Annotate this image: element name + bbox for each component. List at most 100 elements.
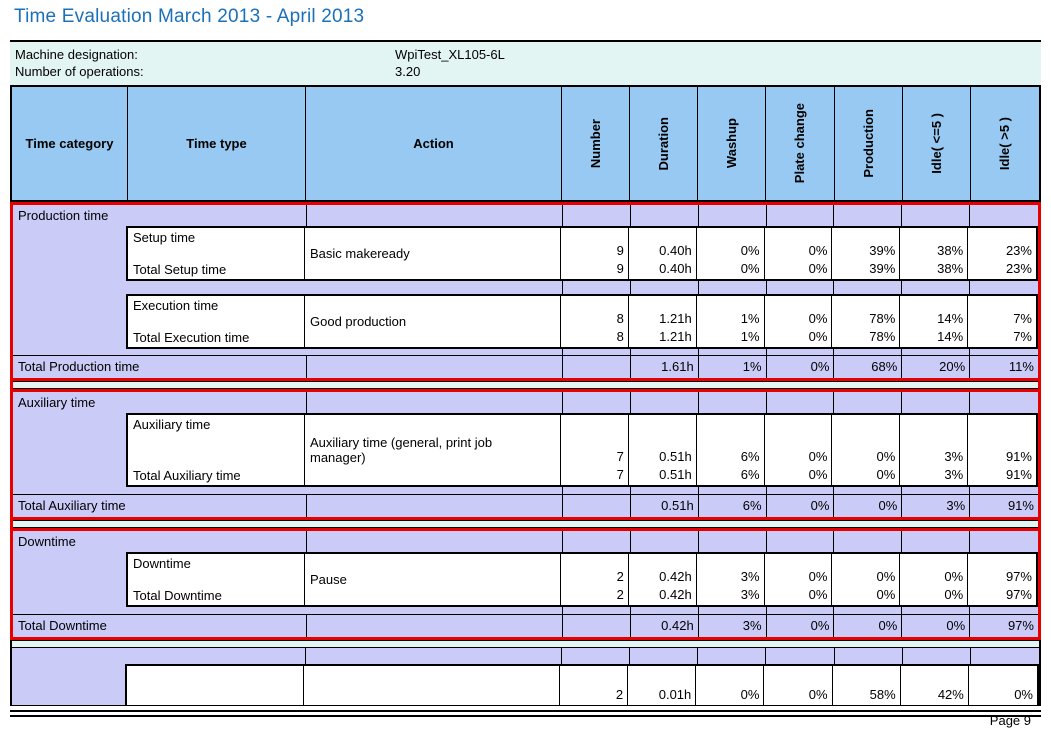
duration-cell: 0.01h <box>628 666 697 705</box>
value-cell: 0% <box>1014 687 1033 702</box>
empty-cell <box>699 487 767 494</box>
production-cell: 78% 78% <box>832 296 901 347</box>
value-cell: 97% <box>1005 587 1032 602</box>
value-cell: 0% <box>876 587 896 602</box>
empty-cell <box>970 487 1038 494</box>
empty-cell <box>306 648 562 664</box>
washup-cell: 3% 3% <box>697 554 765 605</box>
empty-cell <box>767 487 835 494</box>
empty-cell <box>970 281 1038 294</box>
header-washup: Washup <box>698 87 767 200</box>
empty-cell <box>834 607 903 614</box>
value-cell: 6% <box>740 467 760 482</box>
empty-cell <box>307 495 563 517</box>
empty-cell <box>835 648 903 664</box>
value-cell: 97% <box>1005 569 1032 584</box>
value-cell: 97% <box>1007 618 1034 633</box>
machine-info-row: Machine designation: WpiTest_XL105-6L <box>15 46 1041 63</box>
empty-cell <box>767 607 835 614</box>
value-cell: 0% <box>808 261 828 276</box>
action-cell: Pause <box>305 554 561 605</box>
value-cell: 0% <box>767 495 835 517</box>
value-cell: 1.61h <box>631 356 699 378</box>
empty-cell <box>307 356 563 378</box>
value-cell: 3% <box>699 615 767 637</box>
washup-cell: 0% <box>696 666 765 705</box>
time-type-total-label: Total Setup time <box>133 262 227 277</box>
value-cell: 1.21h <box>659 311 692 326</box>
empty-cell <box>563 531 631 552</box>
category-row: Downtime <box>13 531 1038 552</box>
execution-time-box: Execution time Total Execution time Good… <box>126 294 1038 349</box>
value-cell: 0% <box>876 449 896 464</box>
idle-gt5-cell: 0% <box>969 666 1037 705</box>
value-cell: 0% <box>808 687 828 702</box>
empty-cell <box>562 648 631 664</box>
value-cell: 0% <box>876 569 896 584</box>
category-row: Auxiliary time <box>13 392 1038 413</box>
header-idle-gt5: Idle( >5 ) <box>971 87 1039 200</box>
report-body: Machine designation: WpiTest_XL105-6L Nu… <box>10 40 1041 717</box>
value-cell: 20% <box>902 356 971 378</box>
empty-cell <box>307 392 563 413</box>
page-title: Time Evaluation March 2013 - April 2013 <box>14 6 365 27</box>
duration-cell: 0.40h 0.40h <box>629 228 697 279</box>
spacer-row <box>13 281 1038 294</box>
idle-le5-cell: 3% 3% <box>900 415 969 485</box>
value-cell: 0% <box>808 243 828 258</box>
value-cell: 23% <box>1005 243 1032 258</box>
time-type-cell <box>127 666 304 705</box>
value-cell: 2 <box>616 587 624 602</box>
value-cell: 23% <box>1005 261 1032 276</box>
header-time-type: Time type <box>128 87 306 200</box>
empty-cell <box>563 487 631 494</box>
action-cell: Basic makeready <box>305 228 561 279</box>
action-cell: Auxiliary time (general, print job manag… <box>305 415 561 485</box>
value-cell: 7% <box>1013 311 1032 326</box>
empty-cell <box>630 648 699 664</box>
empty-cell <box>834 531 903 552</box>
value-cell: 78% <box>869 311 896 326</box>
production-cell: 39% 39% <box>832 228 901 279</box>
category-row <box>12 648 1039 664</box>
value-cell: 0.42h <box>631 615 699 637</box>
value-cell: 91% <box>1007 498 1034 513</box>
value-cell: 2 <box>615 687 624 702</box>
header-time-category: Time category <box>12 87 128 200</box>
value-cell: 0.01h <box>658 687 692 702</box>
header-action: Action <box>306 87 562 200</box>
production-cell: 0% 0% <box>832 554 901 605</box>
duration-cell: 1.21h 1.21h <box>629 296 697 347</box>
empty-cell <box>903 648 971 664</box>
empty-cell <box>631 281 699 294</box>
setup-time-box: Setup time Total Setup time Basic makere… <box>126 226 1038 281</box>
empty-cell <box>699 392 767 413</box>
empty-cell <box>766 648 835 664</box>
value-cell: 0% <box>808 311 828 326</box>
empty-cell <box>307 205 563 226</box>
value-cell: 68% <box>834 356 903 378</box>
header-duration-label: Duration <box>656 116 672 171</box>
time-type-label: Setup time <box>133 230 196 245</box>
header-idle-le5-label: Idle( <=5 ) <box>928 113 944 174</box>
action-cell <box>304 666 560 705</box>
category-label <box>12 648 306 664</box>
value-cell: 1% <box>699 356 767 378</box>
value-cell: 1% <box>740 311 760 326</box>
empty-cell <box>699 531 767 552</box>
time-type-total-label: Total Auxiliary time <box>133 468 241 483</box>
operations-value: 3.20 <box>395 64 421 79</box>
empty-cell <box>698 648 767 664</box>
empty-cell <box>767 392 835 413</box>
empty-cell <box>902 205 971 226</box>
value-cell: 0% <box>767 356 835 378</box>
empty-cell <box>902 487 971 494</box>
empty-cell <box>971 648 1039 664</box>
value-cell: 8 <box>616 329 624 344</box>
idle-le5-cell: 38% 38% <box>900 228 969 279</box>
plate-change-cell: 0% <box>764 666 833 705</box>
top-rule <box>10 40 1041 42</box>
value-cell: 0% <box>808 569 828 584</box>
table-header-row: Time category Time type Action Number Du… <box>10 85 1041 202</box>
